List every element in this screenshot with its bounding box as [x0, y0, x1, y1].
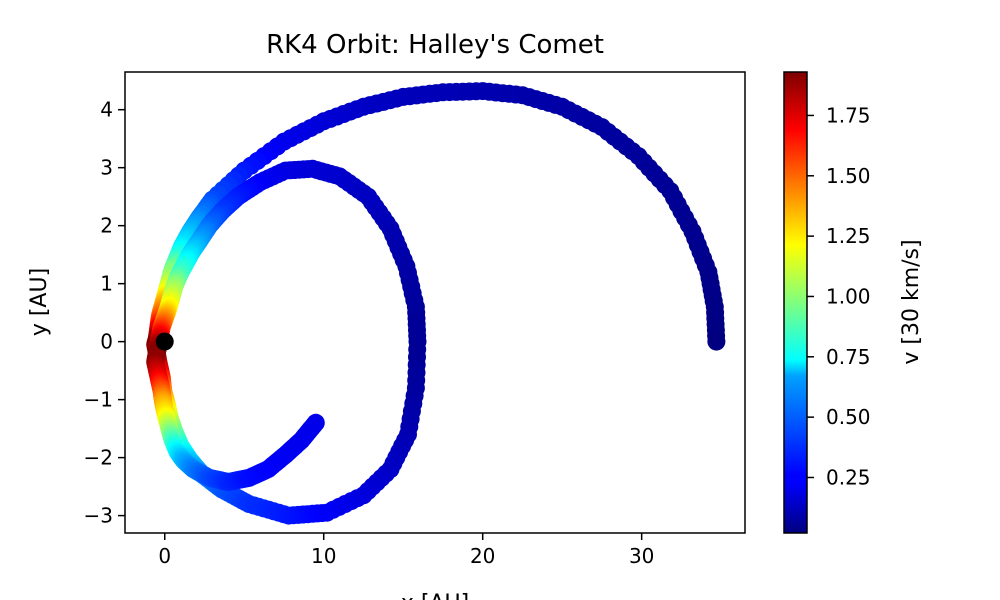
- x-tick-label: 10: [311, 544, 336, 568]
- colorbar-label: v [30 km/s]: [899, 239, 924, 364]
- y-axis-label: y [AU]: [27, 268, 52, 336]
- y-tick-label: −1: [84, 388, 113, 412]
- colorbar-tick-label: 0.25: [826, 465, 871, 489]
- plot-frame: [124, 71, 746, 534]
- x-tick-label: 30: [629, 544, 654, 568]
- colorbar-tick-label: 0.50: [826, 405, 871, 429]
- x-tick-label: 20: [470, 544, 495, 568]
- y-tick-label: 4: [100, 98, 113, 122]
- y-tick-label: −3: [84, 504, 113, 528]
- y-tick-label: 1: [100, 272, 113, 296]
- sun-marker: [155, 332, 174, 351]
- colorbar: [783, 71, 808, 534]
- colorbar-tick-label: 1.00: [826, 284, 871, 308]
- orbit-point: [306, 413, 325, 432]
- chart-title: RK4 Orbit: Halley's Comet: [266, 30, 604, 60]
- x-tick-label: 0: [158, 544, 171, 568]
- colorbar-tick-label: 1.25: [826, 224, 871, 248]
- y-axis: −3 −2 −1 0 1 2 3 4: [84, 98, 125, 528]
- y-tick-label: 0: [100, 330, 113, 354]
- scatter-series: [146, 82, 726, 525]
- colorbar-tick-label: 1.75: [826, 103, 871, 127]
- y-tick-label: 3: [100, 156, 113, 180]
- x-axis: 0 10 20 30: [158, 533, 654, 568]
- x-axis-label: x [AU]: [401, 591, 469, 600]
- sun-point: [155, 332, 174, 351]
- colorbar-ticks: 0.25 0.50 0.75 1.00 1.25 1.50 1.75: [807, 103, 871, 489]
- y-tick-label: 2: [100, 214, 113, 238]
- y-tick-label: −2: [84, 446, 113, 470]
- colorbar-tick-label: 1.50: [826, 164, 871, 188]
- colorbar-tick-label: 0.75: [826, 345, 871, 369]
